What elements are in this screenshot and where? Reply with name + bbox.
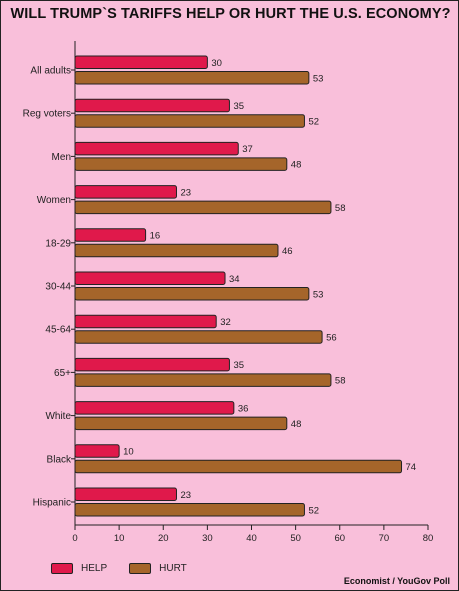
data-label-hurt: 48 <box>291 160 302 171</box>
data-label-help: 10 <box>123 447 134 458</box>
x-tick-label: 70 <box>379 533 390 544</box>
legend-item-hurt: HURT <box>129 563 187 574</box>
bar-help <box>74 98 230 113</box>
data-label-hurt: 53 <box>313 289 324 300</box>
data-label-hurt: 58 <box>335 376 346 387</box>
bar-help <box>74 228 147 242</box>
x-tick-label: 30 <box>202 533 213 544</box>
data-label-hurt: 48 <box>291 419 302 430</box>
bar-hurt <box>74 287 310 301</box>
data-label-help: 32 <box>220 317 231 328</box>
bar-hurt <box>74 200 332 215</box>
source-credit: Economist / YouGov Poll <box>343 576 450 586</box>
data-label-help: 30 <box>211 58 222 69</box>
x-tick-label: 0 <box>72 533 77 544</box>
x-tick-label: 60 <box>334 533 345 544</box>
data-label-help: 37 <box>242 144 253 155</box>
data-label-hurt: 58 <box>335 203 346 214</box>
bar-hurt <box>74 373 332 387</box>
chart-legend: HELP HURT <box>51 563 209 574</box>
data-label-hurt: 52 <box>308 505 319 516</box>
category-label: 45-64 <box>45 325 71 336</box>
data-label-hurt: 52 <box>308 116 319 127</box>
bar-hurt <box>74 114 305 128</box>
chart-title: WILL TRUMP`S TARIFFS HELP OR HURT THE U.… <box>10 6 451 22</box>
category-label: All adults <box>30 66 71 77</box>
x-tick-label: 20 <box>158 533 169 544</box>
legend-label-help: HELP <box>81 563 108 574</box>
bar-help <box>74 185 177 199</box>
x-tick-label: 80 <box>423 533 434 544</box>
data-label-help: 34 <box>229 274 240 285</box>
bar-hurt <box>74 71 310 85</box>
bar-help <box>74 271 226 285</box>
bar-chart: 0 10 20 30 40 50 60 70 80 All adults 30 53 Reg voter… <box>23 41 434 544</box>
bar-hurt <box>74 157 288 171</box>
bar-help <box>74 487 177 501</box>
bar-help <box>74 401 235 415</box>
category-label: Women <box>37 195 71 206</box>
category-label: 18-29 <box>45 238 71 249</box>
category-label: Hispanic <box>33 498 71 509</box>
data-label-hurt: 53 <box>313 73 324 84</box>
category-label: Black <box>47 454 72 465</box>
bar-help <box>74 55 208 69</box>
bar-help <box>74 357 230 372</box>
x-tick-label: 10 <box>114 533 125 544</box>
data-label-help: 35 <box>233 360 244 371</box>
bar-help <box>74 141 239 156</box>
legend-swatch-help <box>51 563 73 574</box>
data-label-help: 16 <box>150 231 161 242</box>
bar-hurt <box>74 416 288 431</box>
bar-help <box>74 444 120 458</box>
category-label: Reg voters <box>23 109 71 120</box>
legend-swatch-hurt <box>129 563 152 574</box>
data-label-help: 23 <box>180 490 191 501</box>
category-label: Men <box>52 152 71 163</box>
category-label: 30-44 <box>45 282 71 293</box>
bar-help <box>74 314 217 329</box>
x-tick-label: 40 <box>246 533 257 544</box>
data-label-hurt: 74 <box>406 462 417 473</box>
x-tick-label: 50 <box>290 533 301 544</box>
legend-item-help: HELP <box>51 563 107 574</box>
data-label-help: 36 <box>238 403 249 414</box>
bar-hurt <box>74 243 279 258</box>
data-label-help: 35 <box>233 101 244 112</box>
legend-label-hurt: HURT <box>159 563 187 574</box>
category-label: 65+ <box>54 368 71 379</box>
category-label: White <box>45 411 71 422</box>
bar-hurt <box>74 503 305 517</box>
bar-hurt <box>74 330 323 344</box>
data-label-hurt: 46 <box>282 246 293 257</box>
bar-hurt <box>74 459 403 474</box>
data-label-hurt: 56 <box>326 332 337 343</box>
data-label-help: 23 <box>180 187 191 198</box>
